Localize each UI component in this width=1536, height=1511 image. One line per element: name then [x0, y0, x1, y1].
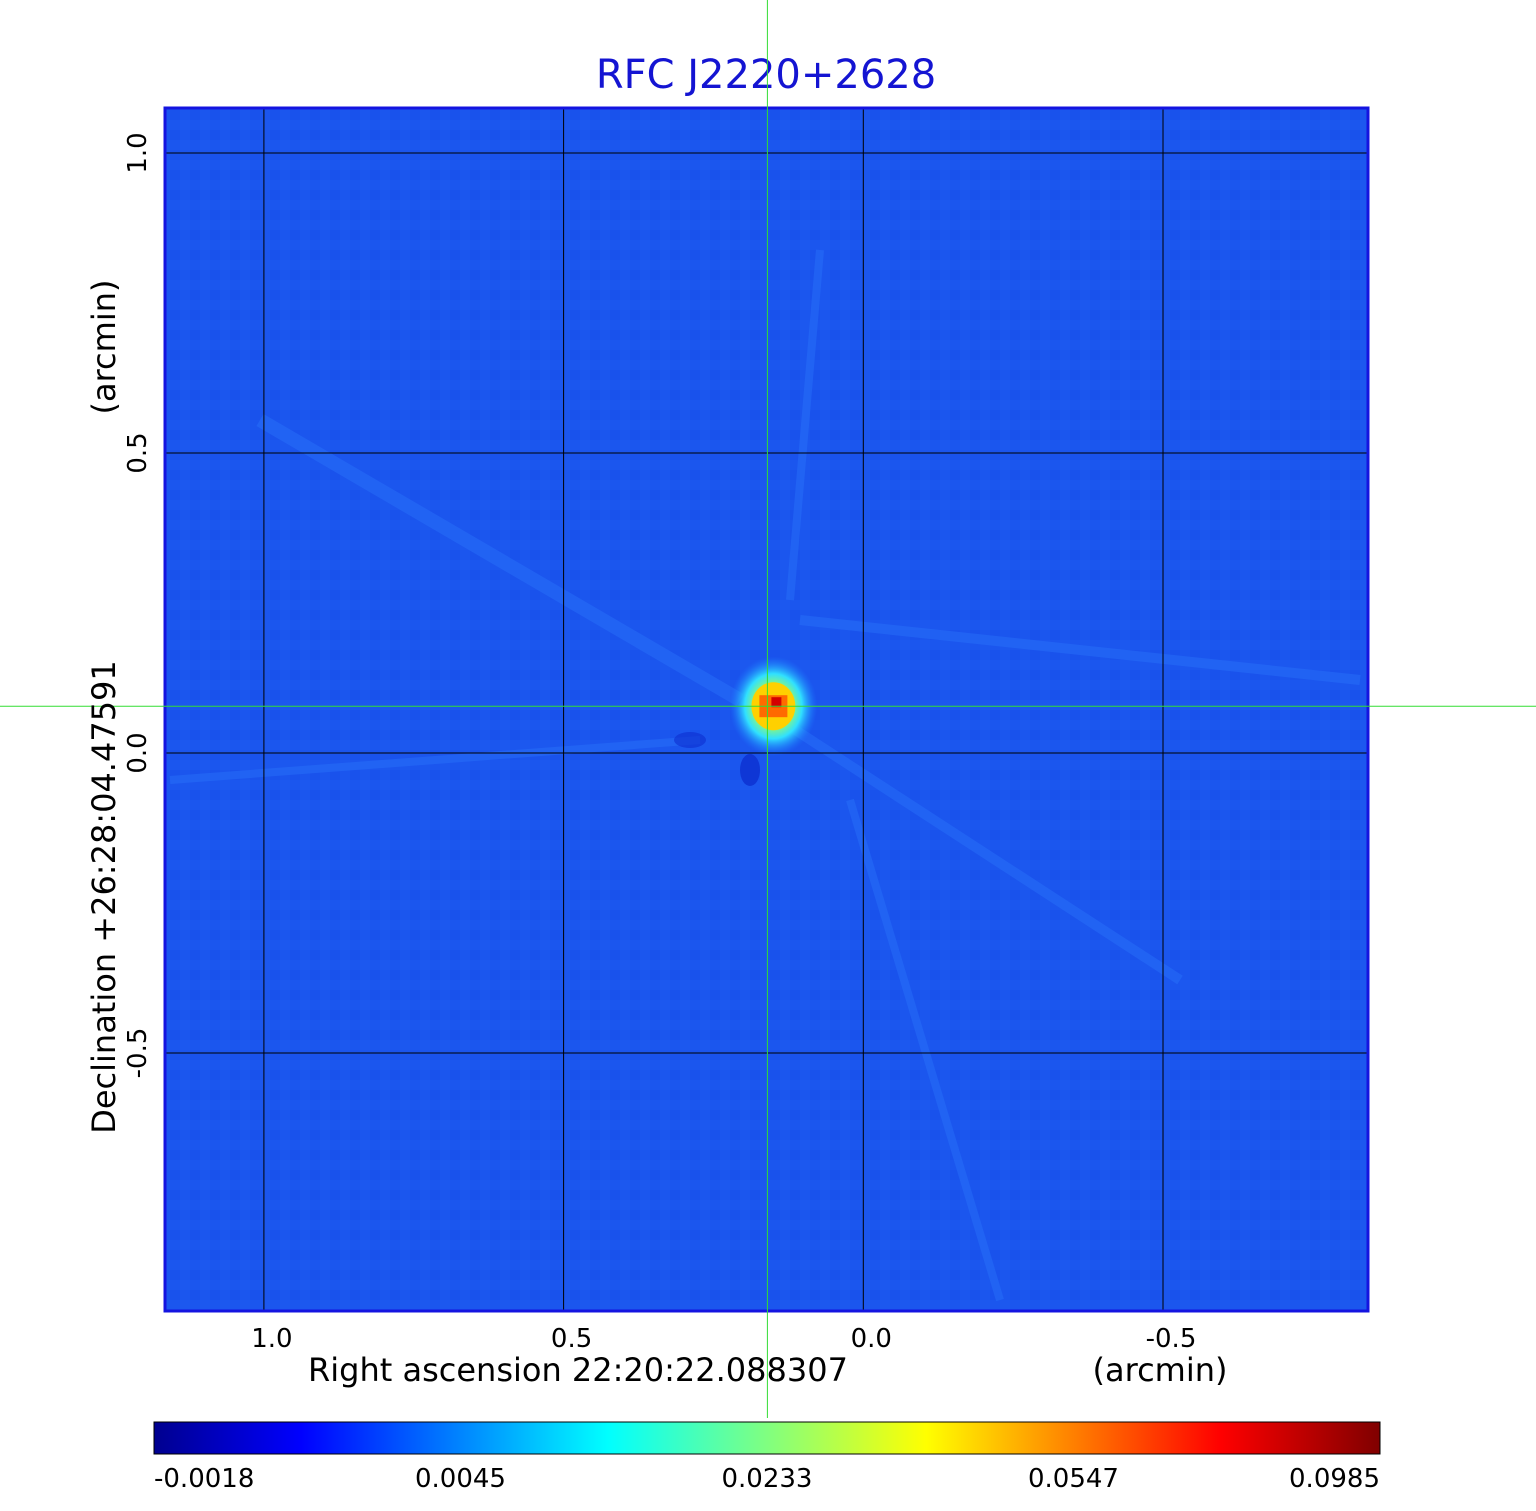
colorbar-tick-label: 0.0045 [415, 1464, 506, 1494]
sky-map [165, 108, 1368, 1311]
colorbar-tick-label: -0.0018 [154, 1464, 254, 1494]
y-tick-labels: 1.0 0.5 0.0 -0.5 [123, 132, 153, 1078]
grid-lines [165, 108, 1368, 1311]
colorbar [153, 1421, 1381, 1455]
source-peak [771, 697, 782, 708]
colorbar-tick-label: 0.0233 [722, 1464, 813, 1494]
y-axis-label: Declination +26:28:04.47591 [85, 660, 123, 1134]
crosshair [0, 0, 1536, 1418]
x-axis-label: Right ascension 22:20:22.088307 [308, 1351, 848, 1389]
y-axis-unit: (arcmin) [85, 280, 123, 415]
negative-sidelobe [740, 754, 760, 786]
y-tick-label: 1.0 [123, 132, 153, 173]
x-tick-label: 1.0 [251, 1324, 292, 1354]
x-tick-labels: 1.0 0.5 0.0 -0.5 [251, 1324, 1196, 1354]
y-tick-label: -0.5 [123, 1028, 153, 1079]
x-axis-unit: (arcmin) [1093, 1351, 1228, 1389]
map-frame [163, 106, 1370, 1313]
y-tick-label: 0.0 [123, 732, 153, 773]
chart-title: RFC J2220+2628 [596, 52, 936, 98]
x-tick-label: 0.5 [551, 1324, 592, 1354]
y-tick-label: 0.5 [123, 432, 153, 473]
colorbar-tick-label: 0.0547 [1028, 1464, 1119, 1494]
colorbar-tick-labels: -0.0018 0.0045 0.0233 0.0547 0.0985 [154, 1464, 1380, 1494]
x-tick-label: 0.0 [851, 1324, 892, 1354]
x-tick-label: -0.5 [1146, 1324, 1197, 1354]
negative-sidelobe [674, 732, 706, 748]
colorbar-tick-label: 0.0985 [1289, 1464, 1380, 1494]
sidelobe-streaks [169, 249, 1361, 1302]
